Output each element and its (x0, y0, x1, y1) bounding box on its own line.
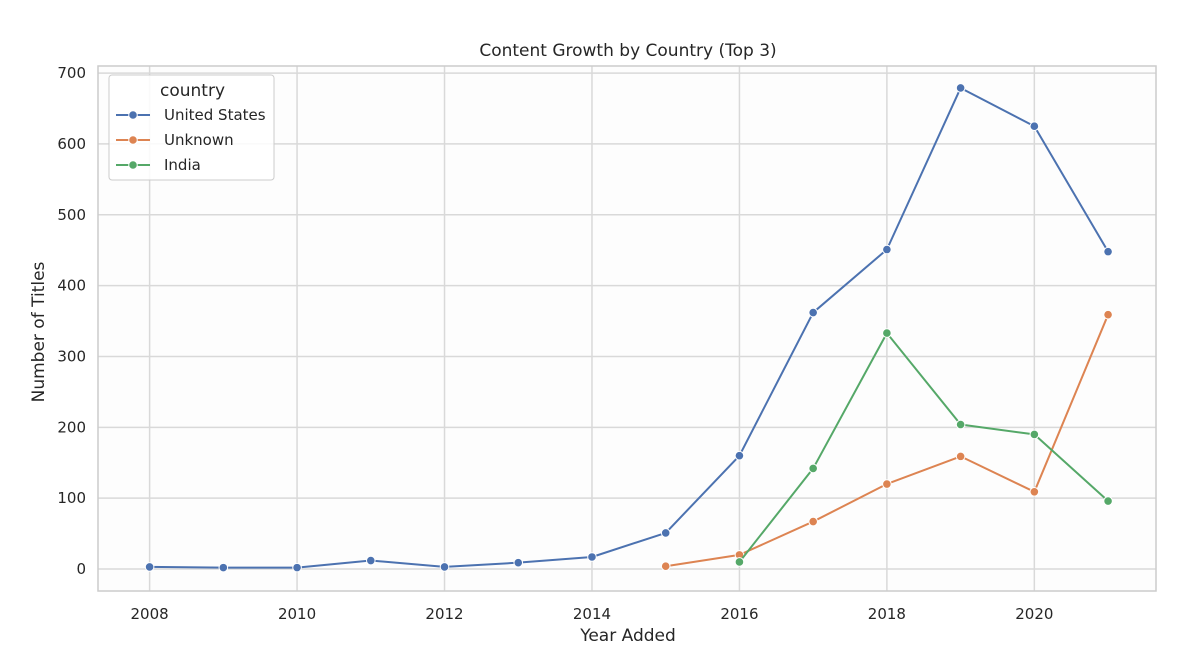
x-tick-label: 2016 (720, 605, 758, 623)
y-tick-label: 100 (57, 489, 86, 507)
data-point-india (882, 328, 892, 338)
data-point-united-states (218, 562, 229, 573)
legend-marker (128, 160, 138, 170)
data-point-india (955, 419, 966, 430)
series-united-states (144, 83, 1113, 573)
y-tick-label: 700 (57, 64, 86, 82)
legend-item-unknown: Unknown (116, 131, 234, 149)
y-tick-label: 300 (57, 347, 86, 365)
x-axis-label: Year Added (579, 626, 676, 646)
legend-item-india: India (116, 156, 201, 174)
series-line-united-states (149, 86, 1109, 569)
data-point-united-states (587, 552, 597, 562)
data-point-india (808, 463, 818, 474)
legend-box (108, 74, 275, 181)
data-point-united-states (439, 562, 450, 572)
data-point-united-states (513, 557, 524, 568)
x-tick-label: 2012 (425, 605, 463, 623)
data-point-united-states (955, 83, 966, 93)
data-point-united-states (882, 244, 892, 255)
legend-label: India (164, 156, 201, 174)
legend-marker (128, 135, 138, 145)
legend-label: United States (164, 106, 266, 124)
data-point-united-states (292, 562, 302, 573)
data-point-unknown (882, 479, 892, 489)
legend-marker (128, 110, 138, 120)
legend-item-united-states: United States (116, 106, 266, 124)
y-tick-label: 400 (57, 277, 86, 295)
series-line-india (738, 332, 1109, 563)
data-point-unknown (1029, 487, 1040, 497)
data-point-unknown (955, 451, 966, 462)
legend-label: Unknown (164, 131, 234, 149)
data-point-india (1029, 429, 1040, 440)
data-point-united-states (1029, 121, 1040, 132)
chart-title: Content Growth by Country (Top 3) (479, 41, 776, 61)
x-tick-label: 2020 (1015, 605, 1053, 623)
data-point-india (1103, 496, 1113, 506)
y-axis-ticks: 0 100 200 300 400 500 600 700 (57, 64, 86, 578)
data-point-united-states (808, 307, 818, 318)
series-india (734, 328, 1113, 567)
legend: country United States Unknown India (108, 74, 275, 181)
x-tick-label: 2010 (278, 605, 316, 623)
data-point-india (734, 557, 745, 567)
plot-frame (97, 65, 1157, 592)
x-tick-label: 2018 (868, 605, 906, 623)
legend-title: country (160, 81, 225, 101)
data-point-unknown (808, 516, 818, 527)
data-point-united-states (144, 562, 155, 572)
y-tick-label: 0 (76, 560, 86, 578)
y-tick-label: 500 (57, 206, 86, 224)
x-tick-label: 2008 (131, 605, 169, 623)
y-tick-label: 600 (57, 135, 86, 153)
series-layer (144, 83, 1113, 573)
grid-lines (98, 66, 1156, 591)
data-point-united-states (1103, 246, 1113, 257)
data-point-united-states (660, 528, 671, 538)
x-axis-ticks: 2008 2010 2012 2014 2016 2018 2020 (131, 605, 1054, 623)
y-axis-label: Number of Titles (29, 261, 49, 402)
data-point-united-states (365, 555, 376, 566)
x-tick-label: 2014 (573, 605, 611, 623)
series-unknown (660, 309, 1113, 572)
legend-items: United States Unknown India (116, 106, 266, 174)
data-point-united-states (734, 450, 745, 461)
data-point-unknown (1103, 309, 1113, 320)
data-point-unknown (660, 561, 671, 572)
y-tick-label: 200 (57, 418, 86, 436)
